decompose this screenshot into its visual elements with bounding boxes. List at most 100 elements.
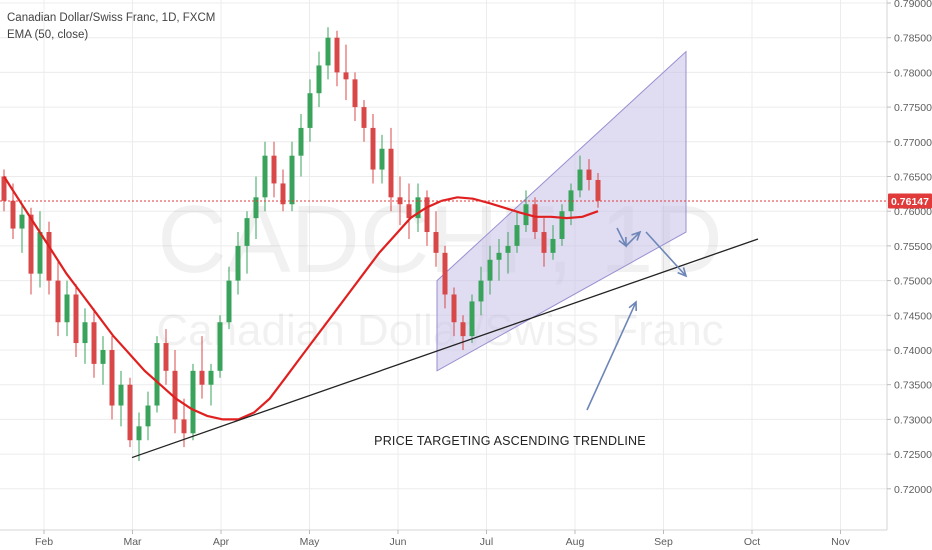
x-tick-label: Sep (654, 536, 673, 548)
x-tick-label: Apr (213, 536, 230, 548)
y-tick-label: 0.78000 (894, 67, 932, 79)
candle-body (388, 148, 394, 198)
candle-body (217, 322, 223, 371)
candle-body (424, 197, 430, 233)
candle-body (496, 252, 502, 260)
candle-body (289, 155, 295, 205)
candle-body (118, 384, 124, 406)
candle-body (253, 197, 259, 219)
candle-body (487, 259, 493, 281)
candle-body (478, 280, 484, 302)
x-tick-label: Mar (123, 536, 142, 548)
candle-body (145, 405, 151, 427)
x-tick-label: Jun (390, 536, 407, 548)
y-tick-label: 0.73500 (894, 380, 932, 392)
candle-body (181, 419, 187, 434)
candle-body (577, 169, 583, 191)
candle-body (235, 245, 241, 281)
x-tick-label: Oct (744, 536, 760, 548)
candle-body (532, 204, 538, 233)
arrow-up-trendline (586, 301, 637, 411)
candle-body (28, 214, 34, 274)
candle-body (595, 179, 601, 201)
candle-body (136, 426, 142, 441)
candle-body (46, 232, 52, 281)
candle-body (91, 322, 97, 364)
y-tick-label: 0.72500 (894, 449, 932, 461)
candle-body (352, 79, 358, 108)
annotation-text[interactable]: PRICE TARGETING ASCENDING TRENDLINE (374, 434, 646, 448)
candle-body (541, 232, 547, 253)
x-tick-label: Feb (35, 536, 53, 548)
candle-body (10, 200, 16, 229)
y-tick-label: 0.75500 (894, 241, 932, 253)
y-tick-label: 0.77000 (894, 137, 932, 149)
indicator-label: EMA (50, close) (7, 29, 88, 41)
x-tick-label: May (300, 536, 321, 548)
ascending-trendline[interactable] (131, 238, 759, 459)
y-tick-label: 0.77500 (894, 102, 932, 114)
symbol-title: Canadian Dollar/Swiss Franc, 1D, FXCM (7, 12, 215, 24)
time-axis[interactable]: Feb Mar Apr May Jun Jul Aug Sep Oct Nov (35, 530, 851, 548)
candles (1, 27, 601, 462)
candle-body (271, 155, 277, 184)
candle-body (334, 37, 340, 73)
candle-body (55, 280, 61, 323)
candle-body (199, 370, 205, 385)
y-tick-label: 0.72000 (894, 484, 932, 496)
candle-body (208, 370, 214, 385)
ema-line (3, 175, 599, 421)
candle-body (262, 155, 268, 198)
candle-body (1, 176, 7, 201)
candle-body (550, 238, 556, 253)
candle-body (82, 322, 88, 344)
candle-body (190, 370, 196, 434)
candle-body (469, 301, 475, 337)
candle-body (505, 245, 511, 253)
candle-body (325, 37, 331, 66)
x-tick-label: Nov (831, 536, 850, 548)
candle-body (100, 350, 106, 364)
grid (0, 0, 887, 530)
candle-body (298, 127, 304, 156)
candle-body (568, 190, 574, 212)
candle-body (514, 225, 520, 246)
candle-body (64, 294, 70, 323)
arrow-up-trendline-head (628, 300, 638, 312)
candle-body (316, 65, 322, 94)
candle-body (172, 370, 178, 420)
x-tick-label: Aug (566, 536, 585, 548)
candle-body (415, 197, 421, 219)
candle-body (244, 218, 250, 246)
arrow-up-1 (625, 231, 641, 247)
y-tick-label: 0.76000 (894, 206, 932, 218)
y-tick-label: 0.76500 (894, 172, 932, 184)
arrow-down-2-head (677, 267, 688, 278)
candle-body (37, 232, 43, 274)
candle-body (433, 232, 439, 253)
candle-body (406, 204, 412, 219)
y-tick-label: 0.79000 (894, 0, 932, 10)
last-price-label: 0.76147 (891, 196, 929, 208)
price-axis[interactable]: 0.72000 0.72500 0.73000 0.73500 0.74000 0.745… (887, 0, 932, 496)
y-tick-label: 0.78500 (894, 33, 932, 45)
candle-body (586, 169, 592, 180)
candle-body (154, 343, 160, 406)
candle-body (73, 294, 79, 344)
candle-body (442, 252, 448, 295)
candle-body (343, 72, 349, 80)
candle-body (361, 107, 367, 128)
x-tick-label: Jul (480, 536, 493, 548)
candle-body (280, 183, 286, 205)
candle-body (460, 322, 466, 337)
candle-body (370, 127, 376, 170)
arrow-down-2 (645, 231, 687, 277)
candle-body (109, 350, 115, 406)
y-tick-label: 0.75000 (894, 276, 932, 288)
projection-arrows[interactable] (586, 227, 688, 411)
candle-body (307, 93, 313, 128)
arrow-up-1-head (631, 230, 642, 241)
candle-body (379, 148, 385, 170)
